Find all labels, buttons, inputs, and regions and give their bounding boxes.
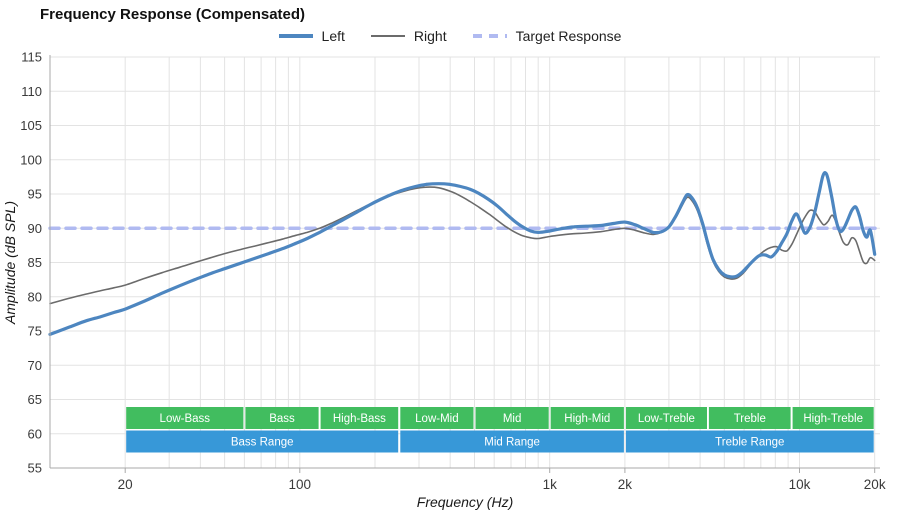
y-tick-label: 105 [20,118,42,133]
legend-label: Right [413,28,447,44]
band-label-bass-range: Bass Range [231,437,294,449]
y-tick-label: 60 [28,426,42,441]
y-tick-label: 70 [28,358,42,373]
band-label-low-mid: Low-Mid [415,413,458,425]
band-label-mid: Mid [503,413,522,425]
band-bass-range [126,430,399,453]
band-label-high-mid: High-Mid [564,413,610,425]
band-label-treble-range: Treble Range [715,437,784,449]
band-label-high-bass: High-Bass [333,413,386,425]
legend-item-target-response[interactable]: Target Response [472,28,622,44]
y-tick-label: 75 [28,324,42,339]
band-label-high-treble: High-Treble [803,413,863,425]
band-low-bass [126,407,244,429]
band-treble-range [625,430,874,453]
y-tick-label: 90 [28,221,42,236]
legend-line-swatch [278,34,313,38]
legend-label: Target Response [515,28,622,44]
chart-title: Frequency Response (Compensated) [40,6,306,23]
y-tick-label: 100 [20,152,42,167]
x-tick-label: 2k [618,477,633,492]
x-tick-label: 20k [864,477,886,492]
band-low-mid [400,407,474,429]
band-bass [245,407,319,429]
y-tick-label: 110 [21,84,42,99]
y-tick-label: 85 [28,255,42,270]
legend-line-swatch [472,34,507,38]
x-tick-label: 20 [118,477,133,492]
y-tick-label: 55 [28,461,42,476]
y-tick-label: 80 [28,289,42,304]
x-tick-label: 100 [289,477,312,492]
y-tick-label: 95 [28,187,42,202]
band-low-treble [625,407,707,429]
band-label-treble: Treble [734,413,766,425]
legend: Left Right Target Response [0,28,900,44]
legend-item-left[interactable]: Left [278,28,345,44]
right-curve [49,186,876,305]
band-label-low-treble: Low-Treble [638,413,695,425]
y-tick-label: 65 [28,392,42,407]
band-label-low-bass: Low-Bass [160,413,211,425]
band-mid-range [400,430,624,453]
band-high-bass [320,407,399,429]
left-curve [48,171,877,336]
band-treble [708,407,791,429]
band-high-treble [792,407,874,429]
y-tick-label: 115 [21,50,42,65]
band-label-mid-range: Mid Range [484,437,540,449]
band-high-mid [550,407,624,429]
x-tick-label: 1k [543,477,558,492]
band-mid [475,407,549,429]
legend-label: Left [321,28,345,44]
band-label-bass: Bass [269,413,295,425]
y-axis-title: Amplitude (dB SPL) [2,201,18,325]
x-axis-title: Frequency (Hz) [417,494,513,510]
x-tick-label: 10k [789,477,811,492]
legend-item-right[interactable]: Right [370,28,447,44]
legend-line-swatch [370,35,405,37]
